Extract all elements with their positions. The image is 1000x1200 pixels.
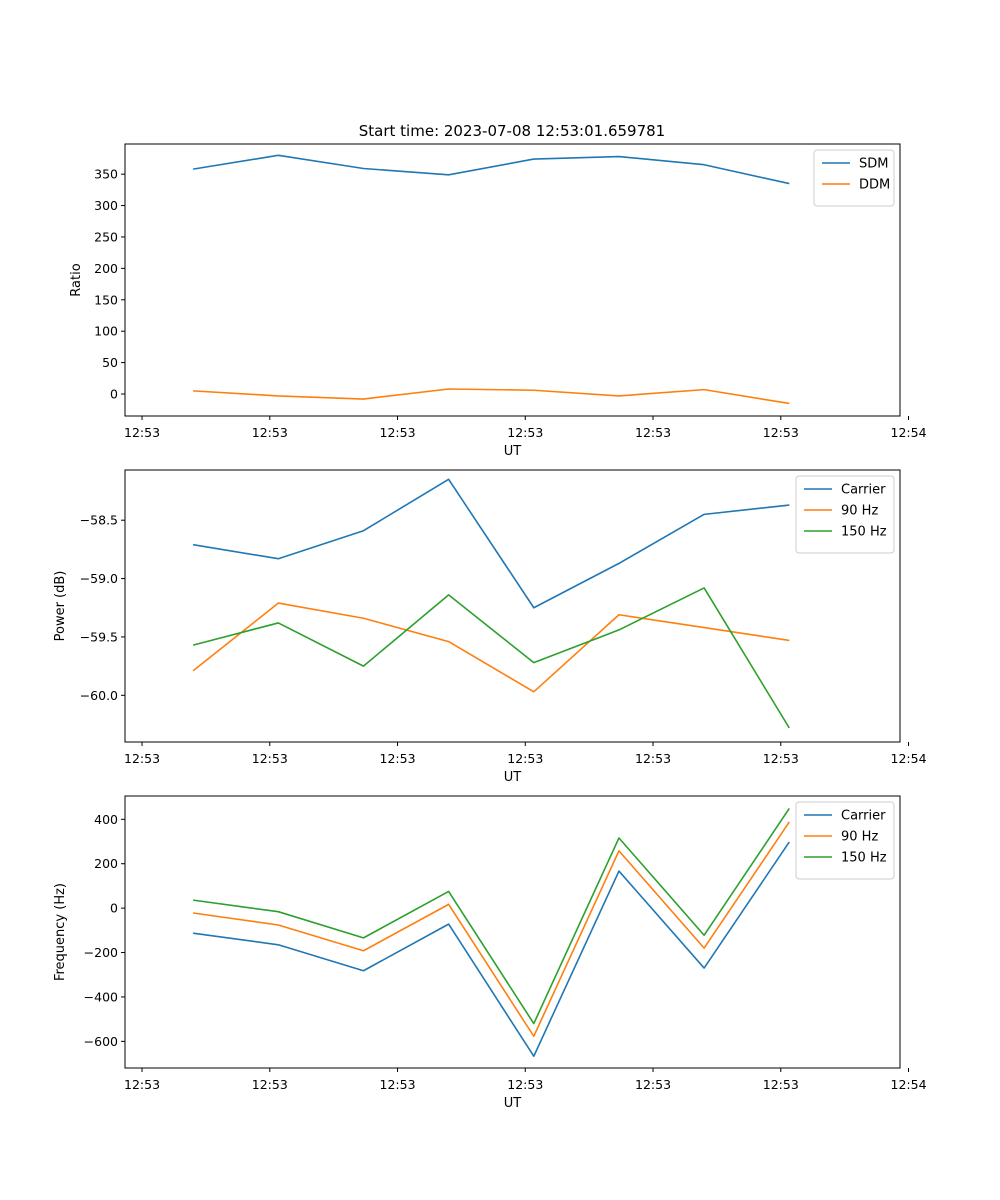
legend-label: Carrier <box>841 809 886 824</box>
series-line-carrier <box>193 841 790 1058</box>
series-line-90-hz <box>192 602 790 693</box>
x-axis-label: UT <box>504 444 522 459</box>
y-tick-label: 200 <box>94 856 118 871</box>
legend-label: Carrier <box>841 483 886 498</box>
series-line-sdm <box>193 154 790 185</box>
y-tick-label: −600 <box>84 1034 118 1049</box>
x-tick-label: 12:53 <box>380 1077 416 1092</box>
x-tick-label: 12:53 <box>124 751 160 766</box>
x-tick-label: 12:53 <box>124 1077 160 1092</box>
series-line-150-hz <box>192 587 790 729</box>
y-axis-label: Frequency (Hz) <box>53 883 68 981</box>
legend-box <box>795 475 895 554</box>
x-tick-label: 12:54 <box>891 1077 927 1092</box>
legend-label: 150 Hz <box>841 851 887 866</box>
y-tick-label: 250 <box>94 229 118 244</box>
x-tick-label: 12:54 <box>891 425 927 440</box>
x-tick-label: 12:53 <box>380 425 416 440</box>
x-tick-label: 12:53 <box>124 425 160 440</box>
x-axis-label: UT <box>504 770 522 785</box>
y-axis-label: Ratio <box>69 263 84 296</box>
x-tick-label: 12:54 <box>891 751 927 766</box>
axes-frame <box>124 143 901 417</box>
x-tick-label: 12:53 <box>763 425 799 440</box>
x-tick-label: 12:53 <box>507 1077 543 1092</box>
series-line-carrier <box>193 478 790 609</box>
axes-frame <box>124 795 901 1069</box>
y-tick-label: 100 <box>94 324 118 339</box>
y-tick-label: −59.5 <box>80 629 118 644</box>
subplot-power: −60.0 −59.5 −59.0 −58.5 12:53 12:53 12:53 12:53… <box>53 469 927 785</box>
figure-title: Start time: 2023-07-08 12:53:01.659781 <box>359 122 665 140</box>
x-tick-label: 12:53 <box>507 751 543 766</box>
y-tick-label: −200 <box>84 945 118 960</box>
x-tick-label: 12:53 <box>380 751 416 766</box>
legend-label: SDM <box>859 157 888 172</box>
legend: Carrier 90 Hz 150 Hz <box>795 801 895 880</box>
x-tick-label: 12:53 <box>507 425 543 440</box>
x-tick-label: 12:53 <box>252 751 288 766</box>
legend: Carrier 90 Hz 150 Hz <box>795 475 895 554</box>
y-tick-label: 400 <box>94 812 118 827</box>
legend-label: 150 Hz <box>841 525 887 540</box>
y-tick-label: 50 <box>102 355 118 370</box>
y-tick-label: 300 <box>94 198 118 213</box>
y-tick-label: 0 <box>110 387 118 402</box>
x-axis-label: UT <box>504 1096 522 1111</box>
y-tick-label: 0 <box>110 901 118 916</box>
y-tick-label: −59.0 <box>80 571 118 586</box>
x-tick-label: 12:53 <box>635 1077 671 1092</box>
legend-box <box>813 149 895 207</box>
y-tick-label: 350 <box>94 167 118 182</box>
legend-label: 90 Hz <box>841 504 878 519</box>
y-axis-label: Power (dB) <box>53 571 68 642</box>
x-tick-label: 12:53 <box>763 751 799 766</box>
y-tick-label: 150 <box>94 292 118 307</box>
series-line-150-hz <box>193 807 790 1025</box>
x-tick-label: 12:53 <box>635 425 671 440</box>
series-line-90-hz <box>193 821 790 1038</box>
x-tick-label: 12:53 <box>635 751 671 766</box>
y-tick-label: 200 <box>94 261 118 276</box>
legend-label: 90 Hz <box>841 830 878 845</box>
x-tick-label: 12:53 <box>763 1077 799 1092</box>
x-tick-label: 12:53 <box>252 1077 288 1092</box>
legend-label: DDM <box>859 178 890 193</box>
series-line-ddm <box>193 388 790 405</box>
y-tick-label: −60.0 <box>80 688 118 703</box>
y-tick-label: −58.5 <box>80 513 118 528</box>
legend-box <box>795 801 895 880</box>
subplot-frequency: −600 −400 −200 0 200 400 12:53 12:53 12:53 12:53 1… <box>53 795 927 1111</box>
legend: SDM DDM <box>813 149 895 207</box>
y-tick-label: −400 <box>84 989 118 1004</box>
subplot-ratio: 0 50 100 150 200 250 300 350 12:53 12:53 12:53 12:5… <box>69 143 927 459</box>
axes-frame <box>124 469 901 743</box>
x-tick-label: 12:53 <box>252 425 288 440</box>
